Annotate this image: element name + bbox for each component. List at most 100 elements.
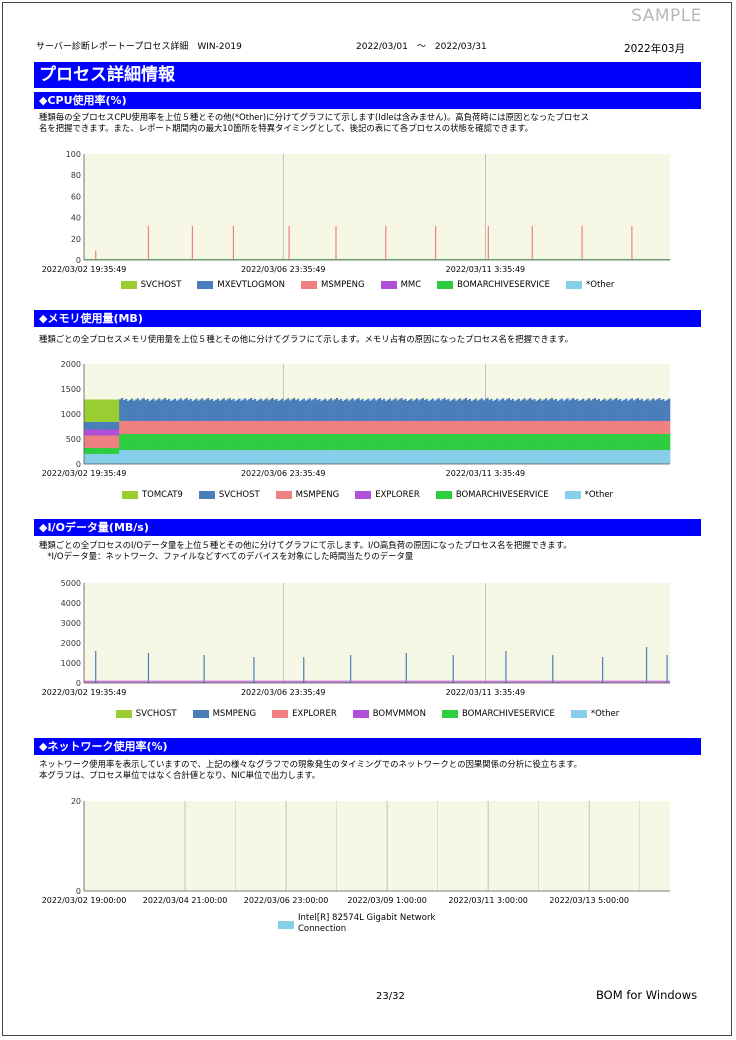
memory-bar-segment <box>164 421 167 434</box>
memory-bar-segment <box>183 421 186 434</box>
memory-bar-segment <box>586 434 589 450</box>
legend-swatch <box>566 281 583 289</box>
memory-bar-segment <box>351 398 354 421</box>
x-tick-label: 2022/03/02 19:35:49 <box>42 469 127 478</box>
memory-bar-segment <box>369 434 372 450</box>
x-tick-label: 2022/03/11 3:35:49 <box>446 688 526 697</box>
memory-bar-segment <box>134 421 138 434</box>
memory-bar-segment <box>402 400 405 421</box>
memory-bar-segment <box>371 434 374 450</box>
memory-bar-segment <box>457 450 460 464</box>
memory-bar-segment <box>666 450 669 464</box>
memory-bar-segment <box>259 421 263 434</box>
memory-bar-segment <box>130 434 134 450</box>
memory-bar-segment <box>152 398 155 421</box>
memory-bar-segment <box>439 421 442 434</box>
memory-bar-segment <box>207 434 210 450</box>
memory-bar-segment <box>193 434 196 450</box>
memory-bar-segment <box>242 434 245 450</box>
memory-bar-segment <box>353 450 356 464</box>
memory-bar-segment <box>300 450 304 464</box>
memory-bar-segment <box>240 450 243 464</box>
memory-bar-segment <box>394 450 397 464</box>
memory-bar-segment <box>466 434 470 450</box>
memory-bar-segment <box>457 399 460 421</box>
memory-bar-segment <box>586 421 589 434</box>
memory-bar-segment <box>107 399 110 422</box>
legend-item: BOMARCHIVESERVICE <box>441 709 555 719</box>
memory-bar-segment <box>640 434 643 450</box>
memory-bar-segment <box>371 421 374 434</box>
memory-bar-segment <box>109 435 112 448</box>
memory-bar-segment <box>621 434 624 450</box>
y-tick-label: 4000 <box>61 599 81 608</box>
memory-bar-segment <box>627 400 630 421</box>
memory-bar-segment <box>625 421 628 434</box>
memory-bar-segment <box>224 450 227 464</box>
memory-bar-segment <box>285 434 288 450</box>
memory-bar-segment <box>345 434 348 450</box>
memory-bar-segment <box>285 421 288 434</box>
y-tick-label: 0 <box>76 887 81 896</box>
memory-bar-segment <box>451 421 454 434</box>
memory-bar-segment <box>464 450 468 464</box>
memory-bar-segment <box>105 399 108 422</box>
memory-bar-segment <box>531 434 534 450</box>
memory-bar-segment <box>380 434 384 450</box>
memory-bar-segment <box>474 421 477 434</box>
memory-bar-segment <box>630 450 634 464</box>
memory-bar-segment <box>128 434 132 450</box>
memory-bar-segment <box>84 448 87 454</box>
memory-bar-segment <box>359 400 362 421</box>
memory-bar-segment <box>318 398 321 421</box>
memory-bar-segment <box>533 398 536 421</box>
memory-bar-segment <box>210 450 214 464</box>
memory-bar-segment <box>273 421 276 434</box>
memory-bar-segment <box>320 401 323 421</box>
memory-bar-segment <box>181 450 184 464</box>
memory-bar-segment <box>87 429 91 436</box>
memory-bar-segment <box>291 399 294 421</box>
memory-bar-segment <box>166 434 169 450</box>
memory-bar-segment <box>341 450 345 464</box>
memory-bar-segment <box>591 399 595 421</box>
memory-bar-segment <box>652 421 655 434</box>
memory-bar-segment <box>359 434 362 450</box>
memory-bar-segment <box>503 434 507 450</box>
memory-bar-segment <box>556 401 559 421</box>
memory-bar-segment <box>177 399 181 421</box>
memory-bar-segment <box>548 399 552 421</box>
memory-bar-segment <box>189 398 192 421</box>
memory-bar-segment <box>314 421 317 434</box>
memory-bar-segment <box>543 434 546 450</box>
memory-bar-segment <box>558 450 561 464</box>
memory-bar-segment <box>291 421 294 434</box>
memory-bar-segment <box>87 454 91 464</box>
io-chart: 0 1000 2000 3000 4000 5000 2022/03/02 19:35:49… <box>42 579 670 697</box>
memory-bar-segment <box>480 421 483 434</box>
memory-bar-segment <box>515 399 518 421</box>
memory-bar-segment <box>238 421 241 434</box>
memory-bar-segment <box>496 434 499 450</box>
legend-label: BOMARCHIVESERVICE <box>457 280 551 290</box>
memory-bar-segment <box>390 434 393 450</box>
memory-bar-segment <box>628 450 632 464</box>
io-desc-line1: 種類ごとの全プロセスのI/Oデータ量を上位５種とその他に分けてグラフにて示します… <box>39 540 572 550</box>
memory-bar-segment <box>287 398 290 421</box>
y-tick-label: 3000 <box>61 619 81 628</box>
memory-bar-segment <box>308 421 311 434</box>
memory-bar-segment <box>623 421 626 434</box>
memory-bar-segment <box>607 450 610 464</box>
memory-bar-segment <box>126 421 130 434</box>
memory-bar-segment <box>607 399 610 421</box>
memory-bar-segment <box>382 434 386 450</box>
legend-swatch <box>197 281 214 289</box>
memory-bar-segment <box>293 398 296 421</box>
memory-bar-segment <box>560 398 563 421</box>
memory-bar-segment <box>474 434 477 450</box>
memory-bar-segment <box>642 421 645 434</box>
memory-bar-segment <box>236 434 239 450</box>
memory-bar-segment <box>357 434 360 450</box>
memory-bar-segment <box>449 401 452 421</box>
memory-bar-segment <box>105 435 108 448</box>
